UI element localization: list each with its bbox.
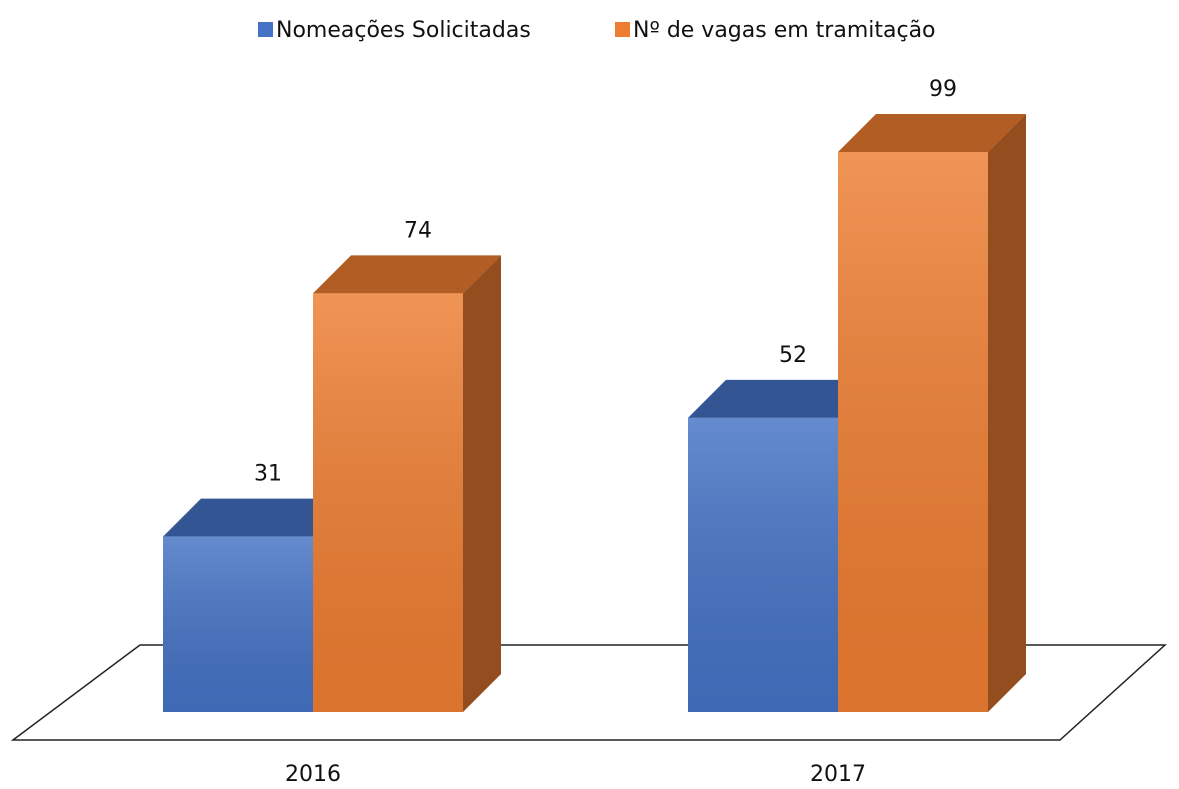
bar-top [163,498,351,537]
legend-swatch [258,22,273,37]
bar [838,114,1026,712]
x-tick-label: 2016 [285,762,341,787]
legend-swatch [615,22,630,37]
value-label: 99 [929,77,957,102]
bar-top-shade [163,498,351,537]
bar-side [988,114,1026,712]
bar-top [313,255,501,294]
value-label: 52 [779,343,807,368]
value-label: 31 [254,462,282,487]
bar-top-shade [688,379,876,418]
bar-top [838,114,1026,152]
bar-top [688,379,876,418]
x-tick-label: 2017 [810,762,866,787]
bar-side [463,255,501,713]
bar-side-shade [463,255,501,713]
bar-side-shade [988,114,1026,712]
legend-label: Nomeações Solicitadas [276,18,531,43]
value-label: 74 [404,218,432,243]
bar [313,255,501,713]
bar-front-shade [838,152,988,712]
bar-front-shade [313,293,463,712]
bar-front-shade [688,417,838,712]
bar-top-shade [838,114,1026,152]
legend-label: Nº de vagas em tramitação [633,18,936,43]
bar-front-shade [163,536,313,712]
bar-top-shade [313,255,501,294]
